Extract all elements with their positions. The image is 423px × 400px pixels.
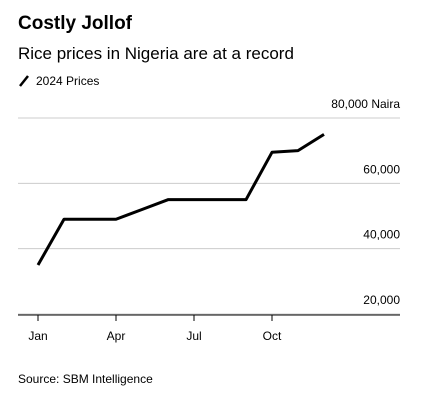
x-tick-label: Jan bbox=[28, 329, 47, 343]
x-tick-label: Apr bbox=[107, 329, 126, 343]
legend-swatch bbox=[19, 75, 29, 87]
x-tick-label: Jul bbox=[186, 329, 201, 343]
y-tick-label: 80,000 Naira bbox=[331, 97, 400, 111]
legend-label: 2024 Prices bbox=[36, 74, 99, 88]
data-line bbox=[36, 133, 325, 266]
y-tick-label: 20,000 bbox=[363, 293, 400, 307]
source: Source: SBM Intelligence bbox=[18, 372, 153, 386]
y-tick-label: 40,000 bbox=[363, 228, 400, 242]
chart-subtitle: Rice prices in Nigeria are at a record bbox=[18, 44, 294, 63]
y-tick-label: 60,000 bbox=[363, 162, 400, 176]
chart-title: Costly Jollof bbox=[18, 13, 133, 34]
x-tick-label: Oct bbox=[263, 329, 282, 343]
